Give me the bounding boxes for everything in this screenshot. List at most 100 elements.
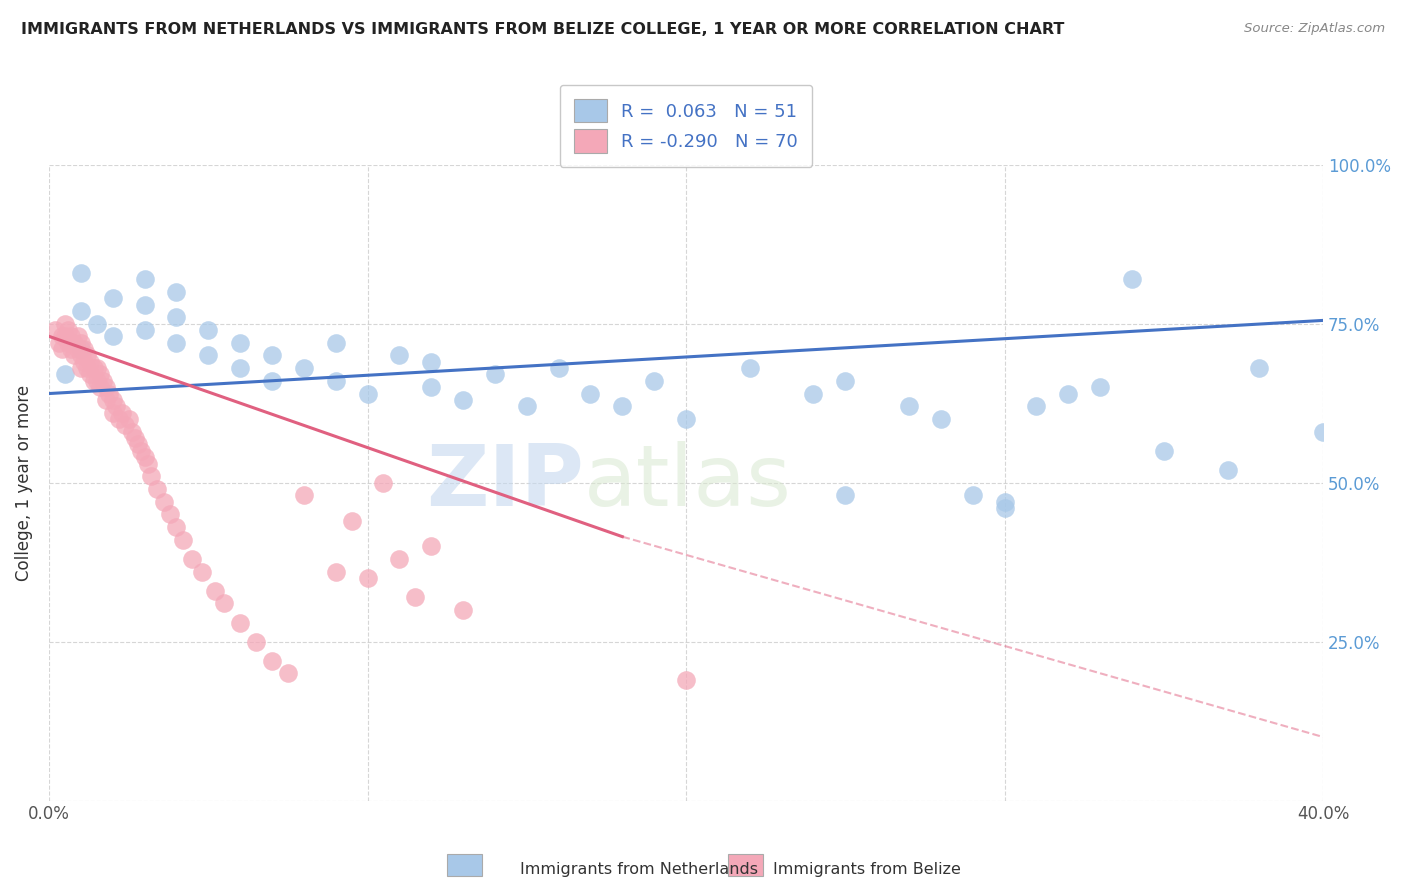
Point [1153,443,1175,458]
Point [1121,272,1143,286]
Point [53,317,76,331]
Text: IMMIGRANTS FROM NETHERLANDS VS IMMIGRANTS FROM BELIZE COLLEGE, 1 YEAR OR MORE CO: IMMIGRANTS FROM NETHERLANDS VS IMMIGRANT… [21,22,1064,37]
Point [51,342,73,356]
Point [547,361,569,376]
Point [260,348,283,362]
Point [152,494,174,508]
Point [136,457,159,471]
Point [229,335,252,350]
Point [131,443,153,458]
Point [96,380,118,394]
Point [451,603,474,617]
Text: Source: ZipAtlas.com: Source: ZipAtlas.com [1244,22,1385,36]
Point [420,539,443,553]
Point [292,488,315,502]
Point [86,317,108,331]
Point [1312,425,1334,439]
Point [420,355,443,369]
Point [76,348,98,362]
Point [121,425,143,439]
Point [134,297,156,311]
Y-axis label: College, 1 year or more: College, 1 year or more [15,384,32,581]
Text: atlas: atlas [583,442,792,524]
Point [803,386,825,401]
Point [165,285,187,299]
Point [994,501,1017,516]
Point [66,329,89,343]
Point [404,590,426,604]
Point [60,342,83,356]
Point [643,374,665,388]
Point [229,615,252,630]
Point [962,488,984,502]
Point [1249,361,1271,376]
Point [69,348,91,362]
Point [114,418,136,433]
Point [117,412,139,426]
Point [56,335,79,350]
Point [56,323,79,337]
Point [134,450,156,465]
Point [197,348,219,362]
Point [63,348,86,362]
Point [73,355,96,369]
Point [356,571,378,585]
Point [83,374,105,388]
Point [48,335,70,350]
Point [89,368,111,382]
Point [1057,386,1080,401]
Point [134,323,156,337]
Point [69,342,91,356]
Point [159,508,181,522]
Point [516,399,538,413]
Point [451,392,474,407]
Point [51,329,73,343]
Point [420,380,443,394]
Point [229,361,252,376]
Point [612,399,634,413]
Point [325,374,347,388]
Text: ZIP: ZIP [426,442,583,524]
Point [139,469,162,483]
Point [675,412,697,426]
Point [66,342,89,356]
Point [165,335,187,350]
Point [101,406,124,420]
Point [69,361,91,376]
Point [76,361,98,376]
Point [1216,463,1239,477]
Point [146,482,169,496]
Point [675,673,697,687]
Point [388,348,411,362]
Point [245,634,267,648]
Point [134,272,156,286]
Point [96,392,118,407]
Point [325,565,347,579]
Point [172,533,194,547]
Point [53,329,76,343]
Point [101,392,124,407]
Point [292,361,315,376]
Point [79,355,101,369]
Point [111,406,134,420]
Point [69,303,91,318]
Point [165,310,187,325]
Point [579,386,602,401]
Point [260,374,283,388]
Point [197,323,219,337]
Point [104,399,127,413]
Point [373,475,395,490]
Point [204,583,226,598]
Point [1088,380,1111,394]
Point [73,342,96,356]
Text: Immigrants from Belize: Immigrants from Belize [773,863,962,877]
Point [63,335,86,350]
Point [834,374,856,388]
Point [44,323,66,337]
Legend: R =  0.063   N = 51, R = -0.290   N = 70: R = 0.063 N = 51, R = -0.290 N = 70 [560,85,813,167]
Point [356,386,378,401]
Point [340,514,363,528]
Point [83,361,105,376]
Point [91,374,114,388]
Point [181,552,204,566]
